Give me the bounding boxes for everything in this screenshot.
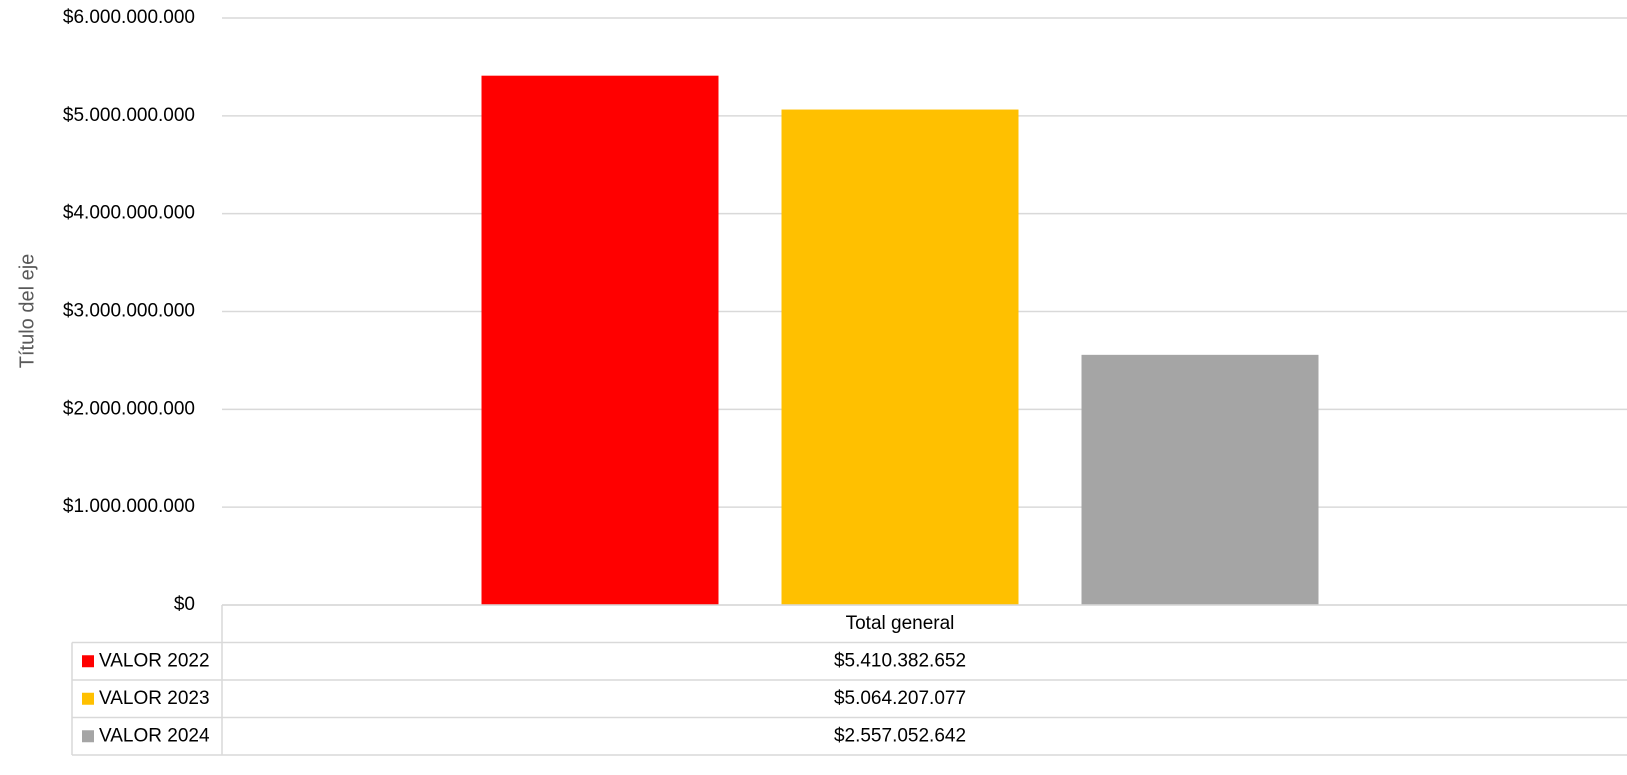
legend-swatch: [82, 655, 94, 668]
y-tick-label: $0: [174, 594, 195, 615]
table-value: $5.064.207.077: [834, 688, 966, 709]
table-value: $2.557.052.642: [834, 725, 966, 746]
y-axis-title: Título del eje: [16, 254, 38, 369]
y-tick-label: $2.000.000.000: [63, 398, 195, 419]
bar: [781, 109, 1019, 605]
y-tick-label: $6.000.000.000: [63, 7, 195, 28]
y-tick-label: $1.000.000.000: [63, 496, 195, 517]
bar: [481, 75, 719, 606]
legend-label: VALOR 2022: [99, 650, 210, 671]
legend-label: VALOR 2023: [99, 688, 210, 709]
legend-label: VALOR 2024: [99, 725, 210, 746]
y-tick-label: $5.000.000.000: [63, 105, 195, 126]
y-tick-label: $4.000.000.000: [63, 203, 195, 224]
legend-swatch: [82, 730, 94, 743]
legend-swatch: [82, 692, 94, 705]
x-tick-label: Total general: [846, 613, 955, 634]
bar: [1081, 354, 1319, 605]
table-value: $5.410.382.652: [834, 650, 966, 671]
y-tick-label: $3.000.000.000: [63, 301, 195, 322]
